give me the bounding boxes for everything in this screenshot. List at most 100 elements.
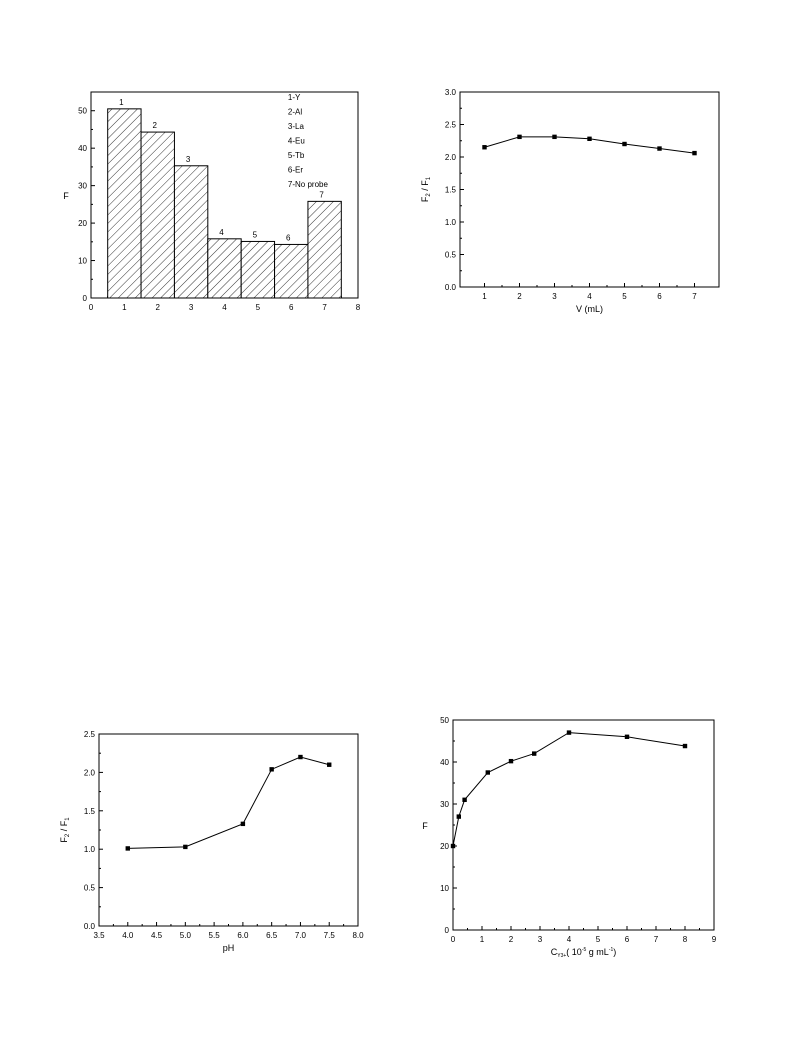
bar-3 <box>173 165 209 299</box>
plot-frame <box>459 91 720 288</box>
x-tick-label: 4.5 <box>151 931 163 940</box>
legend-entry: 3-La <box>288 122 305 131</box>
x-tick-label: 8 <box>356 303 361 312</box>
bar-4 <box>207 238 242 299</box>
data-point <box>517 134 522 140</box>
legend-entry: 1-Y <box>288 93 301 102</box>
x-tick-label: 3 <box>189 303 194 312</box>
data-point <box>298 754 303 760</box>
x-tick-label: 2 <box>517 292 522 301</box>
legend: 1-Y 2-Al 3-La 4-Eu 5-Tb 6-Er 7-No probe <box>288 93 329 189</box>
y-tick-label: 40 <box>78 144 87 153</box>
data-point <box>240 821 246 827</box>
x-tick-label: 5 <box>256 303 261 312</box>
legend-entry: 5-Tb <box>288 151 305 160</box>
y-tick-label: 3.0 <box>445 88 457 97</box>
series-line <box>127 756 330 849</box>
label-part: -1 <box>609 947 614 953</box>
bar-1 <box>107 108 142 299</box>
data-point <box>657 146 662 151</box>
bar-label: 5 <box>253 230 258 239</box>
x-tick-label: 6.0 <box>237 931 249 940</box>
data-point <box>269 767 274 772</box>
y-tick-label: 0 <box>83 294 88 303</box>
bar-5 <box>240 240 276 299</box>
data-point <box>508 758 514 764</box>
x-tick-label: 0 <box>89 303 94 312</box>
y-tick-label: 10 <box>78 257 87 266</box>
x-tick-label: 6 <box>289 303 294 312</box>
legend-entry: 2-Al <box>288 108 302 117</box>
x-tick-label: 7 <box>692 292 697 301</box>
x-axis-label: pH <box>223 943 235 953</box>
x-tick-label: 2 <box>156 303 161 312</box>
data-point <box>183 844 188 850</box>
y-tick-label: 0.0 <box>445 283 457 292</box>
y-tick-label: 20 <box>78 219 87 228</box>
label-part: -5 <box>582 947 587 953</box>
label-part: 2 <box>426 193 432 197</box>
x-tick-label: 1 <box>482 292 487 301</box>
bar-label: 6 <box>286 233 291 242</box>
series-line <box>452 732 686 847</box>
x-tick-label: 5.0 <box>180 931 192 940</box>
legend-entry: 4-Eu <box>288 137 305 146</box>
y-tick-label: 2.5 <box>84 730 96 739</box>
label-part: F <box>59 837 69 843</box>
x-tick-label: 4 <box>587 292 592 301</box>
legend-entry: 6-Er <box>288 166 303 175</box>
data-point <box>566 730 572 735</box>
label-part: ( 10 <box>566 947 582 957</box>
x-tick-label: 3.5 <box>93 931 105 940</box>
y-tick-label: 0.0 <box>84 922 96 931</box>
label-part: 2 <box>65 833 71 837</box>
bar-label: 4 <box>219 228 224 237</box>
y-tick-label: 2.5 <box>445 121 457 130</box>
label-part: Y3+ <box>557 953 566 959</box>
x-tick-label: 6 <box>625 935 630 944</box>
y-tick-label: 50 <box>440 716 449 725</box>
data-point <box>462 797 467 802</box>
x-tick-label: 4.0 <box>122 931 134 940</box>
y-tick-label: 0 <box>445 926 450 935</box>
y-tick-label: 1.0 <box>445 218 457 227</box>
data-point <box>482 145 487 150</box>
y-tick-label: 2.0 <box>84 768 96 777</box>
y-tick-label: 30 <box>440 800 449 809</box>
y-axis-label: F2 / F1 <box>59 817 71 843</box>
bar-label: 7 <box>319 190 324 199</box>
label-part: / <box>59 826 69 834</box>
bar-label: 1 <box>119 98 124 107</box>
chart-c4: 0 1 2 3 4 5 6 7 8 9 0 10 20 30 40 50 F CY3+( 10-5 g mL-1) <box>422 716 717 959</box>
data-point <box>682 743 688 749</box>
label-part: ) <box>613 947 616 957</box>
label-part: F <box>420 196 430 202</box>
y-tick-label: 0.5 <box>84 884 96 893</box>
y-tick-label: 40 <box>440 758 449 767</box>
x-tick-label: 5 <box>622 292 627 301</box>
data-point <box>622 141 627 147</box>
x-tick-label: 5 <box>596 935 601 944</box>
y-tick-label: 1.5 <box>84 807 96 816</box>
x-tick-label: 2 <box>509 935 514 944</box>
y-axis-label: F <box>63 191 69 201</box>
label-part: 1 <box>426 176 432 180</box>
label-part: C <box>551 947 558 957</box>
data-point <box>624 734 630 739</box>
x-tick-label: 3 <box>538 935 543 944</box>
label-part: F <box>420 180 430 186</box>
x-tick-label: 4 <box>222 303 227 312</box>
bar-label: 2 <box>153 121 158 130</box>
chart-c3: 3.5 4.0 4.5 5.0 5.5 6.0 6.5 7.0 7.5 8.0 0.0 0.5 1.0 1… <box>59 730 364 953</box>
y-tick-label: 0.5 <box>445 251 457 260</box>
x-tick-label: 4 <box>567 935 572 944</box>
x-tick-label: 8.0 <box>352 931 364 940</box>
legend-entry: 7-No probe <box>288 180 329 189</box>
x-tick-label: 1 <box>480 935 485 944</box>
x-tick-label: 7.5 <box>324 931 336 940</box>
label-part: g mL <box>586 947 609 957</box>
y-tick-label: 1.5 <box>445 186 457 195</box>
label-part: 1 <box>65 817 71 821</box>
data-point <box>587 136 592 141</box>
data-point <box>456 814 461 819</box>
